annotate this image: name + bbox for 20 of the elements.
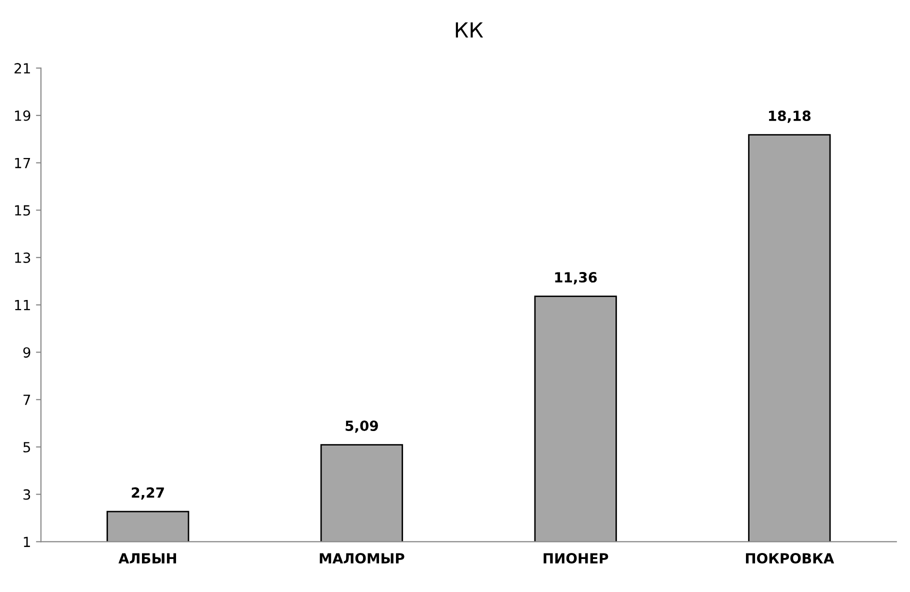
y-tick-label: 21 xyxy=(14,63,30,74)
y-tick-label: 13 xyxy=(15,252,30,263)
y-tick-label: 9 xyxy=(23,347,30,358)
x-tick-label: МАЛОМЫР xyxy=(320,553,404,564)
data-label: 11,36 xyxy=(555,272,597,284)
chart-title: КК xyxy=(456,22,484,38)
x-tick-label: ПИОНЕР xyxy=(544,553,608,564)
y-tick-label: 19 xyxy=(15,110,30,121)
y-tick-label: 5 xyxy=(23,442,30,452)
data-label: 18,18 xyxy=(769,110,811,123)
y-tick-label: 15 xyxy=(15,205,30,216)
x-tick-label: ПОКРОВКА xyxy=(746,553,834,564)
y-tick-label: 17 xyxy=(15,158,30,168)
x-tick-label: АЛБЫН xyxy=(118,553,176,564)
y-tick-label: 7 xyxy=(24,394,30,405)
y-tick-label: 1 xyxy=(24,536,30,547)
y-tick-label: 3 xyxy=(23,489,30,500)
data-label: 2,27 xyxy=(132,487,164,500)
y-tick-label: 11 xyxy=(15,300,30,310)
data-label: 5,09 xyxy=(346,420,378,433)
